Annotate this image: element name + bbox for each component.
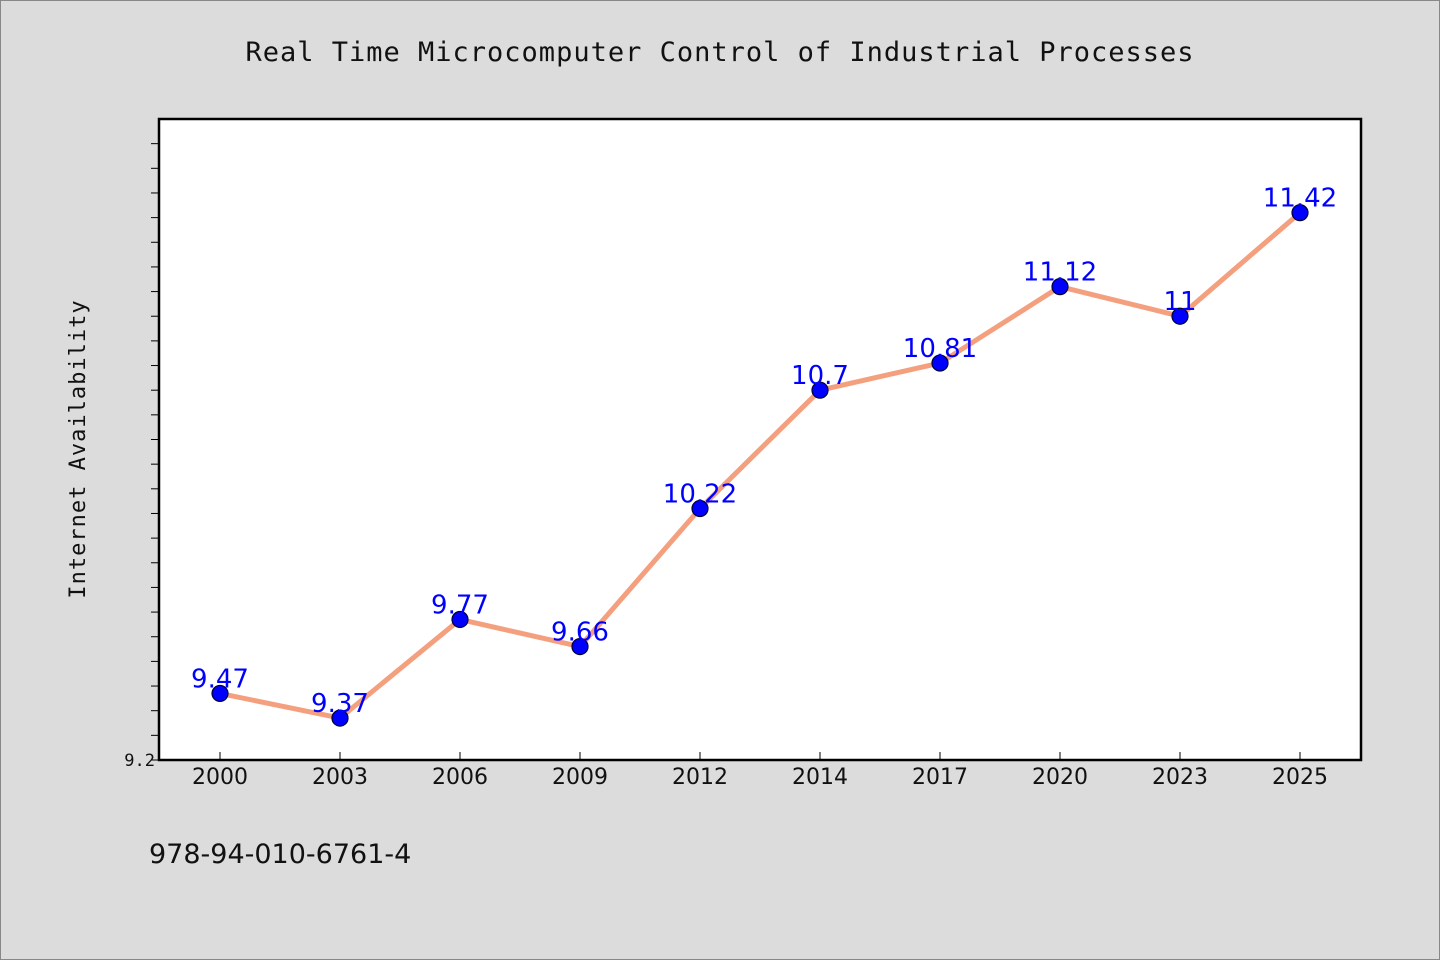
data-labels-group: 9.47 9.37 9.77 9.66 10.22 10.7 10.81 11.12 11 11.… <box>191 184 1337 719</box>
data-label: 9.37 <box>311 689 369 719</box>
x-tick-label: 2009 <box>552 765 608 790</box>
y-axis-ticks: 9.2 <box>124 143 159 771</box>
data-point-marker <box>931 354 949 372</box>
x-tick-label: 2020 <box>1032 765 1088 790</box>
x-axis-ticks: 2000 2003 2006 2009 2012 2014 2017 2020 2023 2025 <box>192 752 1328 790</box>
markers-group <box>211 204 1309 727</box>
x-tick-label: 2014 <box>792 765 848 790</box>
data-point-marker <box>571 637 589 656</box>
data-point-marker <box>1051 278 1069 296</box>
x-tick-label: 2000 <box>192 765 248 790</box>
x-tick-label: 2017 <box>912 765 968 790</box>
data-point-marker <box>211 684 229 703</box>
plot-area <box>157 117 1363 762</box>
series-line <box>217 210 1303 721</box>
data-label: 10.22 <box>663 480 737 510</box>
x-tick-label: 2025 <box>1272 765 1328 790</box>
x-tick-label: 2003 <box>312 765 368 790</box>
data-point-marker <box>1291 204 1309 222</box>
x-tick-label: 2012 <box>672 765 728 790</box>
data-label: 9.66 <box>551 618 609 648</box>
data-point-marker <box>1171 307 1189 325</box>
chart-title: Real Time Microcomputer Control of Indus… <box>245 37 1194 68</box>
data-label: 9.47 <box>191 664 249 694</box>
y-tick-label: 9.2 <box>124 751 155 771</box>
data-point-marker <box>811 381 829 399</box>
data-label: 10.7 <box>791 361 849 391</box>
data-label: 11.42 <box>1263 184 1337 214</box>
x-tick-label: 2023 <box>1152 765 1208 790</box>
data-point-marker <box>691 499 709 518</box>
data-label: 9.77 <box>431 590 489 620</box>
isbn-text: 978-94-010-6761-4 <box>149 839 411 870</box>
series-line-group <box>217 210 1303 721</box>
data-point-marker <box>331 709 349 727</box>
y-axis-label: Internet Availability <box>66 299 91 598</box>
x-tick-label: 2006 <box>432 765 488 790</box>
data-label: 11.12 <box>1023 258 1097 288</box>
data-label: 10.81 <box>903 334 977 364</box>
data-point-marker <box>451 610 469 629</box>
data-label: 11 <box>1163 287 1196 317</box>
